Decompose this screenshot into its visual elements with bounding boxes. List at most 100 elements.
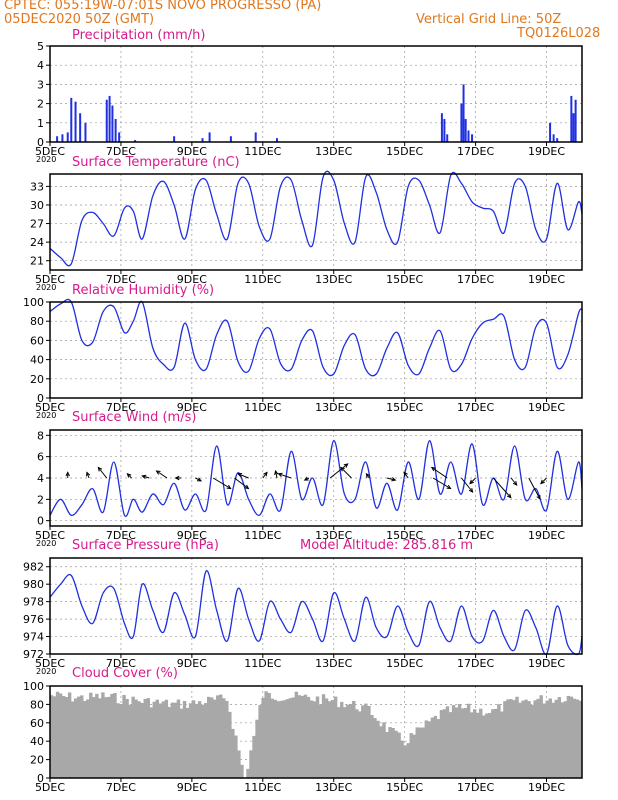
cloud-bar xyxy=(55,691,60,778)
wind-arrow xyxy=(274,469,279,479)
x-tick-label: 7DEC xyxy=(106,529,136,542)
precip-bar xyxy=(118,132,121,142)
precip-bar xyxy=(108,95,111,142)
precip-bar xyxy=(66,132,69,142)
precip-bar xyxy=(464,118,467,142)
wind-arrow xyxy=(365,472,371,479)
title-wind: Surface Wind (m/s) xyxy=(72,410,197,425)
precip-bar xyxy=(105,99,108,142)
cloud-bar xyxy=(551,702,555,778)
cloud-bar xyxy=(324,698,329,778)
wind-arrow xyxy=(141,474,150,479)
year-label: 2020 xyxy=(36,411,56,420)
cloud-bar xyxy=(445,706,450,778)
cloud-bar xyxy=(49,695,54,778)
cloud-bar xyxy=(376,720,380,778)
y-tick-label: 0 xyxy=(37,772,44,785)
cloud-bar xyxy=(70,701,75,778)
cloud-bar xyxy=(98,698,102,778)
cloud-bar xyxy=(539,695,543,778)
y-tick-label: 0 xyxy=(37,392,44,405)
year-label: 2020 xyxy=(36,283,56,292)
grid-note: Vertical Grid Line: 50Z xyxy=(416,12,562,27)
cloud-bar xyxy=(512,700,516,778)
precip-bar xyxy=(440,113,443,142)
cloud-bar xyxy=(52,696,57,778)
cloud-bar xyxy=(494,708,498,778)
cloud-bar xyxy=(521,700,525,778)
x-tick-label: 7DEC xyxy=(106,657,136,670)
y-tick-label: 0 xyxy=(37,136,44,149)
cloud-bar xyxy=(352,700,356,778)
cloud-bar xyxy=(370,715,374,778)
panel-precip: 0 1 2 3 4 5 5DEC 7DEC 9DEC 11DEC 13DEC 15DEC 17DEC 19… xyxy=(35,40,583,164)
y-tick-label: 5 xyxy=(37,40,44,53)
cloud-bar xyxy=(107,696,111,778)
wind-arrow xyxy=(277,472,292,479)
x-tick-label: 13DEC xyxy=(315,401,352,414)
x-tick-label: 5DEC xyxy=(35,781,65,794)
x-tick-label: 15DEC xyxy=(386,529,423,542)
precip-bar xyxy=(574,99,577,142)
cloud-bar xyxy=(67,692,72,778)
x-tick-label: 17DEC xyxy=(457,273,494,286)
cloud-bar xyxy=(89,692,93,778)
precip-bar xyxy=(111,105,114,142)
y-tick-label: 6 xyxy=(37,451,44,464)
cloud-bar xyxy=(373,718,377,778)
cloud-bar xyxy=(336,707,341,778)
y-tick-label: 976 xyxy=(23,613,44,626)
wind-arrow xyxy=(469,477,476,485)
x-tick-label: 5DEC xyxy=(35,529,65,542)
cloud-bar xyxy=(86,699,90,778)
y-tick-label: 3 xyxy=(37,78,44,91)
x-tick-label: 19DEC xyxy=(528,145,565,158)
cloud-bar xyxy=(182,700,187,778)
cloud-bar xyxy=(228,711,232,778)
cloud-bar xyxy=(569,696,574,778)
cloud-bar xyxy=(200,704,205,778)
cloud-bar xyxy=(110,693,114,778)
cloud-bar xyxy=(415,727,419,778)
y-tick-label: 972 xyxy=(23,648,44,661)
x-tick-label: 15DEC xyxy=(386,781,423,794)
cloud-bar xyxy=(294,691,299,778)
panel-rh: 0 20 40 60 80 100 5DEC 7DEC 9DEC 11DEC 13DEC 15DEC 1… xyxy=(23,296,583,420)
cloud-bar xyxy=(333,696,338,778)
y-tick-label: 40 xyxy=(30,735,44,748)
y-tick-label: 20 xyxy=(30,754,44,767)
cloud-bar xyxy=(95,693,99,778)
cloud-bar xyxy=(128,704,132,778)
cloud-bar xyxy=(258,705,262,778)
precip-bar xyxy=(70,97,73,142)
cloud-bar xyxy=(288,698,293,778)
cloud-bar xyxy=(185,707,190,778)
wind-arrow xyxy=(97,466,108,479)
panel-frame xyxy=(49,173,583,271)
panel-frame xyxy=(49,429,583,527)
cloud-bar xyxy=(515,696,519,778)
cloud-bar xyxy=(409,733,413,778)
title-temperature: Surface Temperature (nC) xyxy=(72,155,240,170)
series-line xyxy=(49,440,583,518)
cloud-bar xyxy=(330,699,335,778)
title-precipitation: Precipitation (mm/h) xyxy=(72,28,206,43)
x-tick-label: 17DEC xyxy=(457,401,494,414)
x-tick-label: 19DEC xyxy=(528,401,565,414)
x-tick-label: 17DEC xyxy=(457,529,494,542)
cloud-bar xyxy=(179,708,184,778)
precip-bar xyxy=(61,134,64,142)
y-tick-label: 27 xyxy=(30,218,44,231)
cloud-bar xyxy=(73,698,78,778)
cloud-bar xyxy=(479,708,483,778)
x-tick-label: 11DEC xyxy=(244,273,281,286)
cloud-bar xyxy=(80,695,84,778)
cloud-bar xyxy=(213,699,217,778)
cloud-bar xyxy=(134,699,138,778)
wind-arrow xyxy=(174,475,182,481)
panel-frame xyxy=(49,685,583,779)
cloud-bar xyxy=(382,722,386,778)
y-tick-label: 30 xyxy=(30,199,44,212)
cloud-bar xyxy=(158,703,163,778)
cloud-bar xyxy=(270,698,274,778)
